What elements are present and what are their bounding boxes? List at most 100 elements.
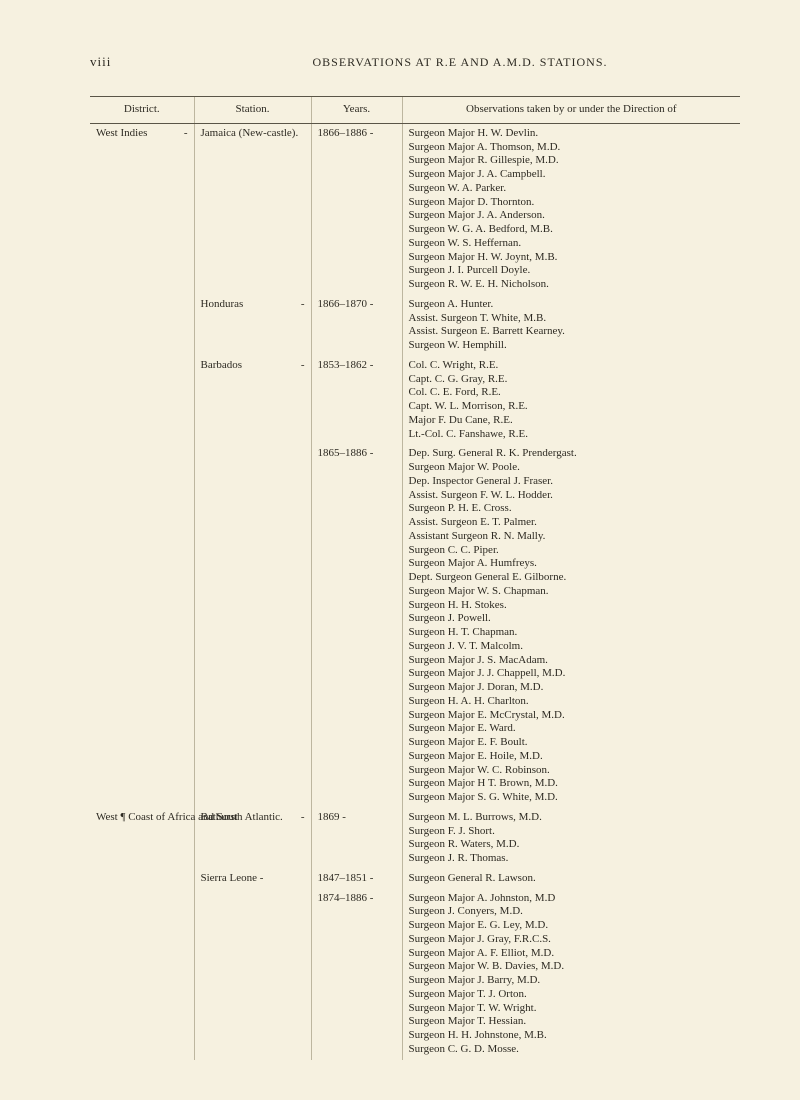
observation-line: Surgeon Major D. Thornton. [409, 196, 735, 210]
page-number: viii [90, 54, 180, 70]
district-cell [90, 444, 194, 808]
district-cell [90, 356, 194, 445]
page: viii OBSERVATIONS AT R.E AND A.M.D. STAT… [0, 0, 800, 1100]
observation-line: Surgeon W. S. Heffernan. [409, 237, 735, 251]
observation-line: Surgeon J. I. Purcell Doyle. [409, 264, 735, 278]
years-cell: 1866–1886 - [311, 123, 402, 295]
table-row: West ¶ Coast of Africa and South Atlanti… [90, 808, 740, 869]
years-text: 1869 - [318, 811, 346, 823]
observation-line: Surgeon Major A. Johnston, M.D [409, 892, 735, 906]
observation-line: Surgeon J. R. Thomas. [409, 852, 735, 866]
col-header-years: Years. [311, 97, 402, 123]
observation-line: Surgeon R. W. E. H. Nicholson. [409, 278, 735, 292]
col-header-observations: Observations taken by or under the Direc… [402, 97, 740, 123]
observation-line: Surgeon J. V. T. Malcolm. [409, 640, 735, 654]
district-cell [90, 889, 194, 1060]
years-text: 1866–1870 - [318, 298, 374, 310]
table-row: Sierra Leone - 1847–1851 - Surgeon General… [90, 869, 740, 889]
observation-line: Surgeon C. G. D. Mosse. [409, 1043, 735, 1057]
observation-line: Surgeon Major H. W. Devlin. [409, 127, 735, 141]
station-cell [194, 889, 311, 1060]
observation-line: Surgeon Major W. C. Robinson. [409, 764, 735, 778]
station-text: Bathurst [201, 811, 238, 823]
table-row: 1874–1886 - Surgeon Major A. Johnston, M.… [90, 889, 740, 1060]
years-cell: 1865–1886 - [311, 444, 402, 808]
page-header: viii OBSERVATIONS AT R.E AND A.M.D. STAT… [90, 54, 740, 70]
observation-line: Surgeon Major R. Gillespie, M.D. [409, 154, 735, 168]
observations-cell: Surgeon General R. Lawson. [402, 869, 740, 889]
observation-line: Surgeon A. Hunter. [409, 298, 735, 312]
observations-cell: Surgeon A. Hunter.Assist. Surgeon T. Whi… [402, 295, 740, 356]
observation-line: Surgeon R. Waters, M.D. [409, 838, 735, 852]
station-cell: Honduras - [194, 295, 311, 356]
district-text: West ¶ Coast of Africa and South Atlanti… [96, 811, 283, 823]
district-cell [90, 295, 194, 356]
observation-line: Dept. Surgeon General E. Gilborne. [409, 571, 735, 585]
observation-line: Surgeon Major J. S. MacAdam. [409, 654, 735, 668]
observation-line: Surgeon P. H. E. Cross. [409, 502, 735, 516]
table-body: West Indies-Jamaica (New-castle).1866–18… [90, 123, 740, 1059]
observations-table: District. Station. Years. Observations t… [90, 97, 740, 1060]
observation-line: Assist. Surgeon E. T. Palmer. [409, 516, 735, 530]
col-header-district: District. [90, 97, 194, 123]
station-dash: - [301, 298, 305, 312]
observation-line: Surgeon Major T. J. Orton. [409, 988, 735, 1002]
station-cell: Barbados- [194, 356, 311, 445]
observation-line: Assistant Surgeon R. N. Mally. [409, 530, 735, 544]
observation-line: Surgeon W. A. Parker. [409, 182, 735, 196]
observation-line: Surgeon Major W. B. Davies, M.D. [409, 960, 735, 974]
years-cell: 1866–1870 - [311, 295, 402, 356]
observation-line: Dep. Inspector General J. Fraser. [409, 475, 735, 489]
observation-line: Assist. Surgeon E. Barrett Kearney. [409, 325, 735, 339]
observation-line: Surgeon Major E. McCrystal, M.D. [409, 709, 735, 723]
years-cell: 1869 - [311, 808, 402, 869]
district-cell [90, 869, 194, 889]
observation-line: Surgeon Major J. J. Chappell, M.D. [409, 667, 735, 681]
observation-line: Major F. Du Cane, R.E. [409, 414, 735, 428]
observation-line: Surgeon General R. Lawson. [409, 872, 735, 886]
observation-line: Surgeon Major E. F. Boult. [409, 736, 735, 750]
station-cell: Jamaica (New-castle). [194, 123, 311, 295]
observation-line: Assist. Surgeon T. White, M.B. [409, 312, 735, 326]
station-cell [194, 444, 311, 808]
observation-line: Surgeon Major W. S. Chapman. [409, 585, 735, 599]
district-cell: West Indies- [90, 123, 194, 295]
table-row: 1865–1886 - Dep. Surg. General R. K. Pren… [90, 444, 740, 808]
observations-cell: Col. C. Wright, R.E.Capt. C. G. Gray, R.… [402, 356, 740, 445]
years-text: 1865–1886 - [318, 447, 374, 459]
observations-cell: Dep. Surg. General R. K. Prendergast.Sur… [402, 444, 740, 808]
observation-line: Col. C. Wright, R.E. [409, 359, 735, 373]
observation-line: Surgeon Major E. G. Ley, M.D. [409, 919, 735, 933]
years-text: 1866–1886 - [318, 127, 374, 139]
years-cell: 1847–1851 - [311, 869, 402, 889]
table-header-row: District. Station. Years. Observations t… [90, 97, 740, 123]
station-cell: Sierra Leone - [194, 869, 311, 889]
observations-cell: Surgeon M. L. Burrows, M.D.Surgeon F. J.… [402, 808, 740, 869]
observation-line: Surgeon Major J. A. Campbell. [409, 168, 735, 182]
observation-line: Surgeon Major A. F. Elliot, M.D. [409, 947, 735, 961]
table-row: Honduras-1866–1870 -Surgeon A. Hunter.As… [90, 295, 740, 356]
observation-line: Surgeon Major H. W. Joynt, M.B. [409, 251, 735, 265]
station-text: Honduras [201, 298, 244, 310]
observation-line: Col. C. E. Ford, R.E. [409, 386, 735, 400]
observation-line: Surgeon Major J. Gray, F.R.C.S. [409, 933, 735, 947]
observation-line: Surgeon H. H. Johnstone, M.B. [409, 1029, 735, 1043]
observation-line: Surgeon Major E. Ward. [409, 722, 735, 736]
district-text: West Indies [96, 127, 147, 139]
years-text: 1874–1886 - [318, 892, 374, 904]
observation-line: Surgeon J. Conyers, M.D. [409, 905, 735, 919]
observation-line: Surgeon Major J. Barry, M.D. [409, 974, 735, 988]
observation-line: Surgeon Major T. W. Wright. [409, 1002, 735, 1016]
years-cell: 1853–1862 - [311, 356, 402, 445]
station-text: Sierra Leone - [201, 872, 264, 884]
station-dash: - [301, 811, 305, 825]
running-title: OBSERVATIONS AT R.E AND A.M.D. STATIONS. [180, 55, 740, 70]
observation-line: Surgeon C. C. Piper. [409, 544, 735, 558]
observation-line: Surgeon Major W. Poole. [409, 461, 735, 475]
observation-line: Capt. W. L. Morrison, R.E. [409, 400, 735, 414]
station-dash: - [301, 359, 305, 373]
col-header-station: Station. [194, 97, 311, 123]
observation-line: Surgeon H. T. Chapman. [409, 626, 735, 640]
observation-line: Surgeon W. G. A. Bedford, M.B. [409, 223, 735, 237]
observation-line: Surgeon H. H. Stokes. [409, 599, 735, 613]
